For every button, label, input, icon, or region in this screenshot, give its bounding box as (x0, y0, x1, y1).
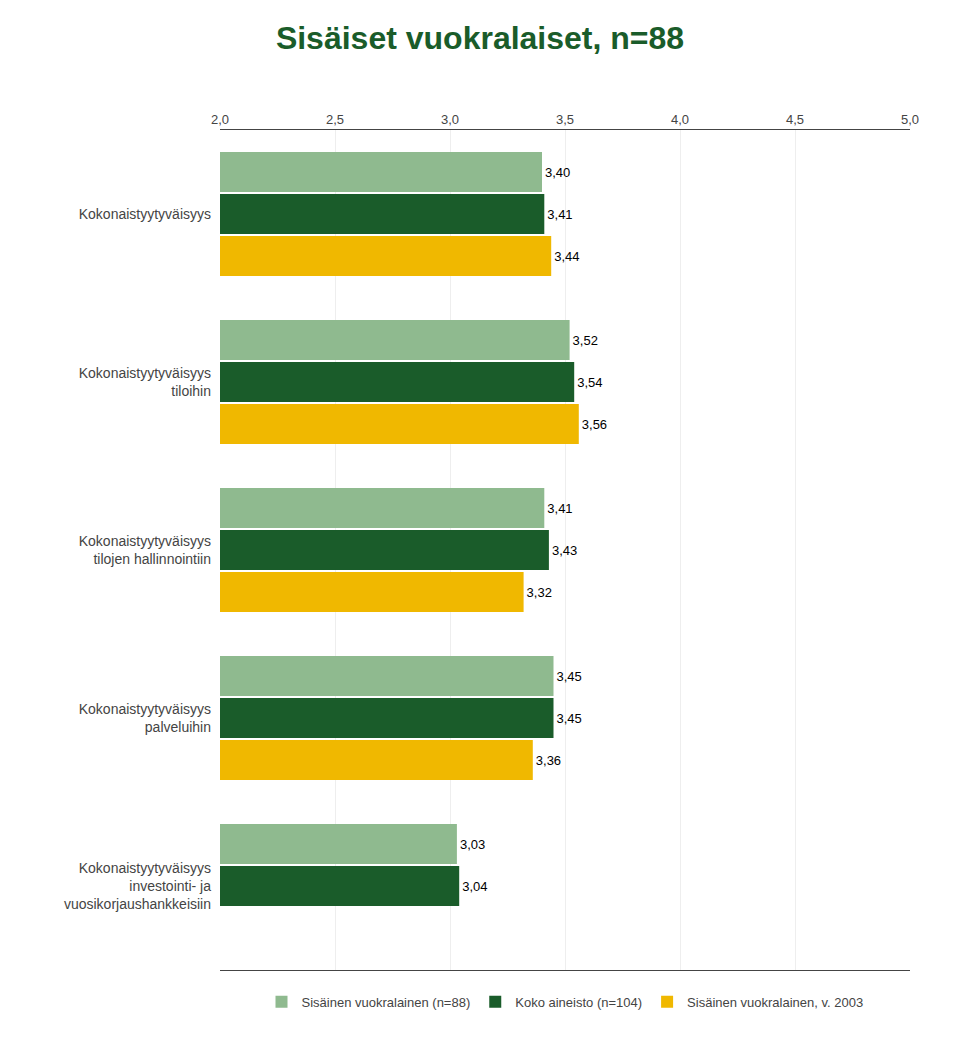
svg-text:3,52: 3,52 (573, 333, 598, 348)
svg-text:Koko aineisto (n=104): Koko aineisto (n=104) (515, 995, 642, 1010)
svg-text:3,0: 3,0 (441, 112, 459, 127)
svg-text:3,04: 3,04 (462, 879, 487, 894)
svg-text:3,43: 3,43 (552, 543, 577, 558)
svg-text:3,41: 3,41 (547, 501, 572, 516)
svg-text:3,45: 3,45 (557, 669, 582, 684)
svg-text:Kokonaistyytyväisyystiloihin: Kokonaistyytyväisyystiloihin (79, 365, 211, 399)
svg-text:2,0: 2,0 (211, 112, 229, 127)
svg-text:Sisäinen vuokralainen, v. 2003: Sisäinen vuokralainen, v. 2003 (687, 995, 863, 1010)
svg-text:4,0: 4,0 (671, 112, 689, 127)
svg-text:3,03: 3,03 (460, 837, 485, 852)
svg-text:5,0: 5,0 (901, 112, 919, 127)
svg-text:Kokonaistyytyväisyys: Kokonaistyytyväisyys (79, 206, 211, 222)
svg-text:3,45: 3,45 (557, 711, 582, 726)
svg-text:4,5: 4,5 (786, 112, 804, 127)
svg-text:3,40: 3,40 (545, 165, 570, 180)
svg-text:3,56: 3,56 (582, 417, 607, 432)
svg-text:3,5: 3,5 (556, 112, 574, 127)
svg-text:3,32: 3,32 (527, 585, 552, 600)
svg-text:Sisäinen vuokralainen (n=88): Sisäinen vuokralainen (n=88) (302, 995, 471, 1010)
svg-text:3,41: 3,41 (547, 207, 572, 222)
svg-text:Kokonaistyytyväisyystilojen ha: Kokonaistyytyväisyystilojen hallinnointi… (79, 533, 211, 567)
svg-text:3,54: 3,54 (577, 375, 602, 390)
svg-text:Kokonaistyytyväisyysinvestoint: Kokonaistyytyväisyysinvestointi- javuosi… (64, 860, 211, 912)
svg-text:3,36: 3,36 (536, 753, 561, 768)
svg-text:3,44: 3,44 (554, 249, 579, 264)
svg-text:Sisäiset vuokralaiset, n=88: Sisäiset vuokralaiset, n=88 (276, 20, 684, 56)
svg-text:Kokonaistyytyväisyyspalveluihi: Kokonaistyytyväisyyspalveluihin (79, 701, 211, 735)
svg-text:2,5: 2,5 (326, 112, 344, 127)
